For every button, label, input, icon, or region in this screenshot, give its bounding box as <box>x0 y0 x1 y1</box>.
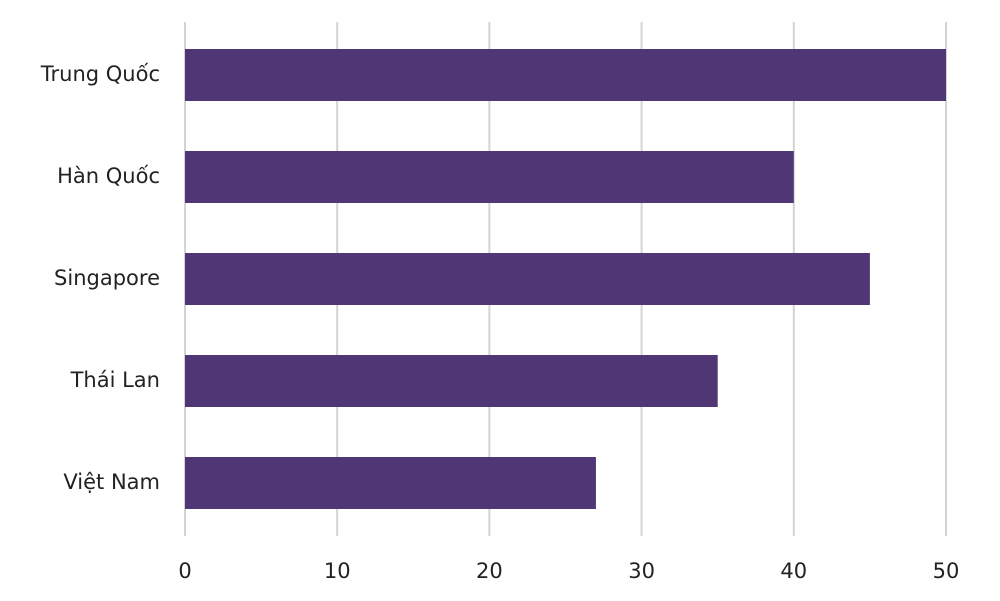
bar <box>185 457 596 509</box>
y-tick-label: Singapore <box>54 266 160 290</box>
x-tick-label: 0 <box>178 559 191 583</box>
y-tick-label: Thái Lan <box>70 368 160 392</box>
y-tick-label: Hàn Quốc <box>57 164 160 188</box>
x-tick-label: 10 <box>324 559 351 583</box>
x-tick-label: 50 <box>933 559 960 583</box>
y-tick-label: Trung Quốc <box>40 62 160 86</box>
bar <box>185 253 870 305</box>
y-tick-label: Việt Nam <box>63 470 160 494</box>
bar <box>185 355 718 407</box>
bar <box>185 151 794 203</box>
x-tick-label: 20 <box>476 559 503 583</box>
x-tick-label: 30 <box>628 559 655 583</box>
x-tick-label: 40 <box>780 559 807 583</box>
bar <box>185 49 946 101</box>
